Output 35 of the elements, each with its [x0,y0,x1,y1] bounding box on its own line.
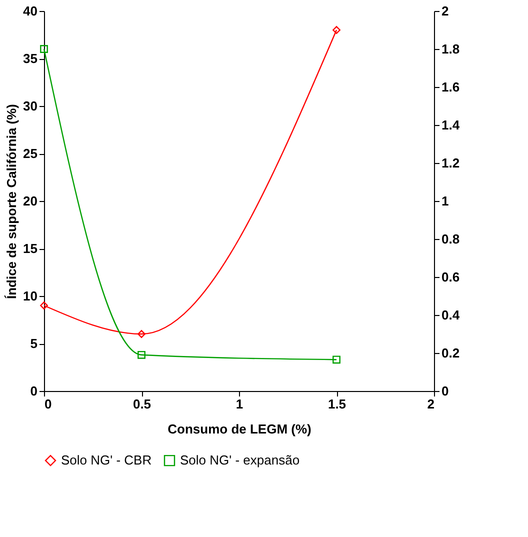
legend-label: Solo NG' - CBR [61,452,152,468]
y-tick-label: 30 [23,98,38,114]
y2-tick-label: 1.4 [442,118,460,132]
point [332,26,340,34]
y-tick-label: 40 [23,4,38,18]
y2-tick-label: 0.6 [442,270,460,284]
y-tick-label: 25 [23,146,38,161]
x-tick-label: 0.5 [132,396,152,412]
x-tick-label: 2 [427,396,434,412]
point [40,45,48,53]
y2-tick-label: 1.8 [442,42,460,56]
y-tick-label: 35 [23,51,38,66]
y2-tick-label: 1.2 [442,156,460,170]
y-axis-title: Índice de suporte Califórnia (%) [4,104,20,300]
point [138,350,146,359]
x-axis-title: Consumo de LEGM (%) [168,422,312,436]
y-tick-label: 0 [30,384,38,398]
y2-tick-label: 1.6 [442,80,460,94]
x-tick-label: 0 [44,396,52,412]
y-tick-label: 15 [23,241,38,256]
y-tick-label: 5 [30,336,38,351]
y-tick-label: 10 [23,288,38,304]
x-tick-label: 1.5 [328,396,346,412]
y2-tick-label: 0.4 [442,308,460,322]
y2-tick-label: 2 [442,4,449,18]
y2-tick-label: 1 [442,194,449,208]
y2-tick-label: 0.2 [442,346,460,360]
y2-tick-label: 0.8 [442,232,460,246]
point [138,330,146,338]
y-tick-label: 20 [23,194,38,208]
point [40,302,48,310]
point [332,356,340,364]
legend-label: Solo NG' - expansão [180,452,300,468]
y2-tick-label: 0 [442,384,449,398]
x-tick-label: 1 [236,396,244,412]
